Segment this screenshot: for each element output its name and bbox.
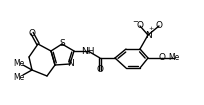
Text: +: + bbox=[148, 26, 154, 32]
Text: O: O bbox=[155, 22, 163, 30]
Text: O: O bbox=[136, 22, 143, 30]
Text: Me: Me bbox=[168, 54, 180, 62]
Text: O: O bbox=[96, 66, 103, 75]
Text: O: O bbox=[159, 54, 165, 62]
Text: Me: Me bbox=[13, 58, 25, 68]
Text: N: N bbox=[145, 30, 151, 39]
Text: −: − bbox=[132, 19, 138, 25]
Text: O: O bbox=[29, 28, 35, 37]
Text: S: S bbox=[59, 39, 65, 49]
Text: NH: NH bbox=[81, 47, 95, 56]
Text: N: N bbox=[67, 60, 73, 68]
Text: Me: Me bbox=[13, 72, 25, 81]
